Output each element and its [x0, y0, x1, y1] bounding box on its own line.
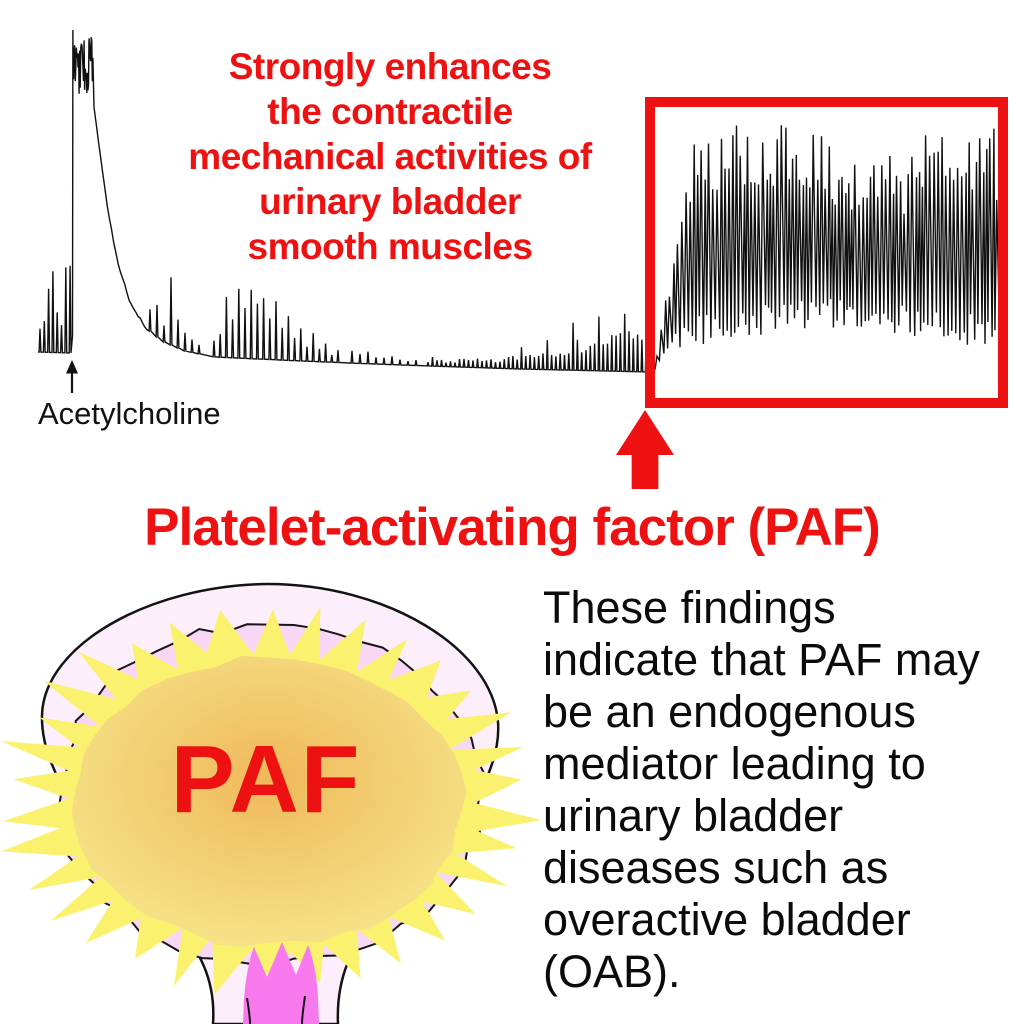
bladder-neck-lumen — [243, 942, 319, 1024]
paf-effect-arrow — [616, 410, 674, 489]
paf-label: PAF — [171, 726, 362, 833]
bladder-neck-line-left — [246, 997, 251, 1024]
bladder-mucosa — [56, 623, 487, 968]
bladder-neck-line-right — [301, 995, 306, 1024]
paf-heading: Platelet-activating factor (PAF) — [144, 498, 881, 557]
findings-text: These findings indicate that PAF may be … — [543, 582, 980, 997]
acetylcholine-arrow-head — [66, 360, 78, 374]
paf-starburst — [0, 606, 542, 1001]
bladder-wall — [40, 582, 500, 1024]
effect-annotation: Strongly enhances the contractile mechan… — [188, 46, 592, 267]
bladder-lumen — [71, 655, 467, 947]
highlight-box — [645, 97, 1008, 408]
acetylcholine-label: Acetylcholine — [38, 396, 221, 431]
